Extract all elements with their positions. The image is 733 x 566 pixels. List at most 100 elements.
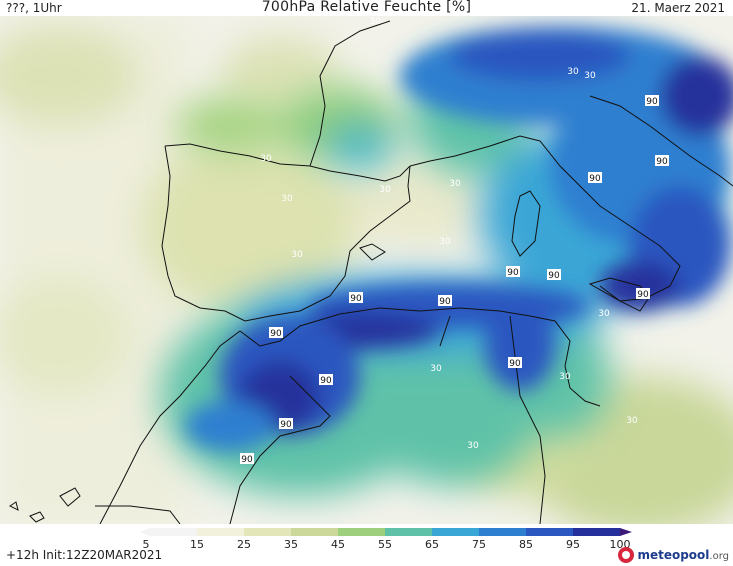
contour-label: 30 (369, 17, 381, 27)
svg-text:30: 30 (467, 441, 479, 451)
svg-text:30: 30 (449, 179, 461, 189)
contour-label: 30 (379, 185, 391, 195)
svg-text:30: 30 (430, 364, 442, 374)
canary-islands (9, 487, 81, 523)
contour-label: 30 (567, 67, 579, 77)
adriatic-coast (589, 95, 733, 187)
contour-label: 90 (636, 288, 650, 300)
svg-text:30: 30 (291, 250, 303, 260)
humidity-field-high (185, 26, 733, 451)
svg-text:30: 30 (584, 71, 596, 81)
svg-text:30: 30 (626, 416, 638, 426)
legend-tick-label: 5 (143, 538, 150, 550)
legend-tick-label: 95 (566, 538, 580, 550)
contour-label: 90 (506, 266, 520, 278)
svg-text:90: 90 (280, 420, 292, 430)
legend-swatch (291, 528, 339, 536)
legend-swatch (432, 528, 480, 536)
legend-swatch (338, 528, 386, 536)
svg-text:90: 90 (509, 359, 521, 369)
svg-text:30: 30 (439, 237, 451, 247)
contour-label: 30 (281, 194, 293, 204)
svg-text:30: 30 (379, 185, 391, 195)
contour-label: 30 (626, 416, 638, 426)
svg-text:30: 30 (598, 309, 610, 319)
svg-text:90: 90 (656, 157, 668, 167)
legend-tick-label: 35 (284, 538, 298, 550)
contour-label: 90 (547, 269, 561, 281)
legend-swatch (150, 528, 198, 536)
legend-tick-label: 15 (190, 538, 204, 550)
contour-label: 30 (449, 179, 461, 189)
svg-text:90: 90 (637, 290, 649, 300)
legend-tick-label: 25 (237, 538, 251, 550)
legend-tick-label: 45 (331, 538, 345, 550)
balearic-islands (359, 243, 386, 261)
map-title: 700hPa Relative Feuchte [%] (261, 0, 472, 15)
header: ???, 1Uhr 700hPa Relative Feuchte [%] 21… (0, 0, 733, 16)
svg-text:90: 90 (439, 297, 451, 307)
svg-text:90: 90 (241, 455, 253, 465)
legend-swatch (479, 528, 527, 536)
svg-text:90: 90 (548, 271, 560, 281)
border-3 (509, 315, 546, 524)
contour-label: 90 (588, 172, 602, 184)
brand-name: meteopool.org (637, 548, 729, 562)
contour-label: 30 (291, 250, 303, 260)
contour-label: 90 (319, 374, 333, 386)
legend-tick-label: 65 (425, 538, 439, 550)
svg-text:90: 90 (350, 294, 362, 304)
svg-text:90: 90 (646, 97, 658, 107)
legend-tick-label: 55 (378, 538, 392, 550)
legend-max-arrow (620, 528, 632, 536)
contour-label: 30 (467, 441, 479, 451)
corsica-sardinia (511, 190, 541, 257)
brand-logo[interactable]: meteopool.org (618, 546, 729, 564)
iberia-coast (161, 145, 411, 322)
border-4 (95, 505, 181, 524)
svg-text:30: 30 (260, 154, 272, 164)
border-2 (439, 315, 451, 347)
contour-label: 90 (438, 295, 452, 307)
border-1 (229, 375, 331, 524)
svg-text:30: 30 (281, 194, 293, 204)
morocco-atlantic-coast (99, 330, 241, 524)
legend-swatch (573, 528, 621, 536)
legend-swatch (385, 528, 433, 536)
france-west-coast (309, 20, 391, 167)
svg-text:90: 90 (270, 329, 282, 339)
north-africa-coast (239, 307, 601, 407)
contour-label: 90 (269, 327, 283, 339)
contour-label: 30 (559, 372, 571, 382)
contour-label: 30 (439, 237, 451, 247)
coastlines (95, 20, 733, 524)
svg-text:30: 30 (559, 372, 571, 382)
legend-swatch (244, 528, 292, 536)
contour-label: 90 (655, 155, 669, 167)
humidity-map: 30 30 90 30 90 30 30 30 30 90 30 30 90 90 90 90 90 90 90 90… (0, 16, 733, 524)
legend-swatch (526, 528, 574, 536)
meteopool-logo-icon (618, 547, 635, 563)
map-date: 21. Maerz 2021 (631, 1, 725, 15)
svg-text:30: 30 (567, 67, 579, 77)
forecast-time: ???, 1Uhr (6, 1, 62, 15)
contour-label: 90 (240, 453, 254, 465)
legend-min-arrow (140, 528, 150, 536)
color-legend: 5 15 25 35 45 55 65 75 85 95 100 (140, 528, 632, 550)
init-time: +12h Init:12Z20MAR2021 (6, 548, 163, 562)
contour-label: 30 (430, 364, 442, 374)
legend-tick-label: 75 (472, 538, 486, 550)
contour-label: 90 (279, 418, 293, 430)
contour-labels: 30 30 90 30 90 30 30 30 30 90 30 30 90 90 90 90 90 90 90 90… (240, 17, 669, 465)
svg-text:90: 90 (589, 174, 601, 184)
contour-label: 30 (260, 154, 272, 164)
legend-tick-label: 85 (519, 538, 533, 550)
italy-coast (409, 135, 681, 312)
contour-label: 90 (349, 292, 363, 304)
contour-label: 30 (598, 309, 610, 319)
svg-text:30: 30 (369, 17, 381, 27)
svg-text:90: 90 (507, 268, 519, 278)
contour-label: 90 (645, 95, 659, 107)
legend-swatch (197, 528, 245, 536)
contour-label: 90 (508, 357, 522, 369)
